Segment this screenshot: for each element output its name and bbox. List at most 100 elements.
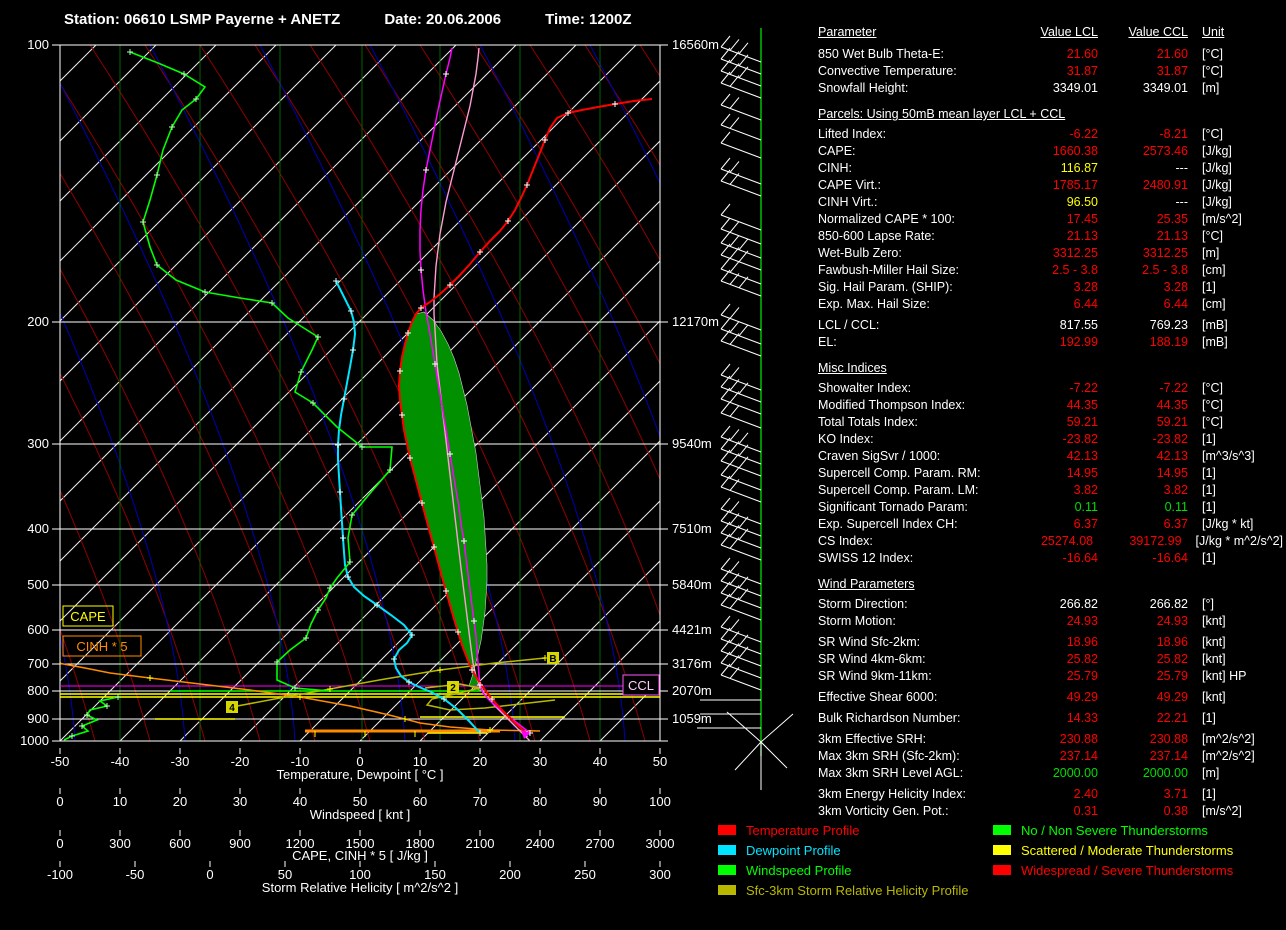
isotherm-line — [60, 45, 517, 502]
barb-tick — [738, 646, 749, 659]
axis-tick-label: 50 — [278, 867, 292, 882]
moist-adiabat-line — [369, 45, 626, 741]
unit-label: [m^2/s^2] — [1202, 749, 1255, 763]
table-row: KO Index: -23.82 -23.82 [1] — [818, 431, 1283, 448]
height-label: 16560m — [672, 37, 719, 52]
table-row: SR Wind 4km-6km: 25.82 25.82 [knt] — [818, 651, 1283, 668]
pressure-label: 400 — [27, 521, 49, 536]
param-label: Craven SigSvr / 1000: — [818, 449, 941, 463]
barb-tick — [720, 269, 731, 282]
wind-barb — [720, 663, 762, 691]
barb-shaft — [720, 460, 762, 477]
value-ccl: -8.21 — [1159, 127, 1189, 141]
table-row: Normalized CAPE * 100: 17.45 25.35 [m/s^2] — [818, 211, 1283, 228]
col-value-lcl: Value LCL — [1040, 25, 1098, 39]
barb-tick — [729, 429, 740, 441]
barb-shaft — [720, 104, 762, 121]
isotherm-line — [119, 200, 660, 741]
barb-shaft — [720, 474, 762, 491]
axis-tick-label: 90 — [593, 794, 607, 809]
table-section-heading: Parcels: Using 50mB mean layer LCL + CCL — [818, 107, 1066, 121]
value-ccl: 18.96 — [1156, 635, 1188, 649]
barb-tick — [738, 444, 749, 457]
value-ccl: 188.19 — [1149, 335, 1188, 349]
barb-tick — [729, 513, 740, 525]
value-ccl: -23.82 — [1152, 432, 1188, 446]
table-row: CAPE: 1660.38 2573.46 [J/kg] — [818, 143, 1283, 160]
unit-label: [°C] — [1202, 64, 1223, 78]
unit-label: [J/kg] — [1202, 161, 1232, 175]
dry-adiabat-line — [60, 172, 316, 741]
barb-tick — [729, 573, 740, 585]
axis-tick-label: 900 — [229, 836, 251, 851]
wind-barb — [720, 363, 762, 391]
wind-barb — [720, 627, 762, 655]
profile-legend-item: Temperature Profile — [718, 820, 969, 840]
moist-adiabat-line — [60, 311, 186, 741]
barb-tick — [729, 597, 740, 609]
pressure-label: 100 — [27, 37, 49, 52]
value-ccl: 266.82 — [1149, 597, 1188, 611]
dry-adiabat-line — [60, 627, 96, 741]
pressure-label: 1000 — [20, 733, 49, 748]
table-row: Snowfall Height: 3349.01 3349.01 [m] — [818, 80, 1283, 97]
value-lcl: 25274.08 — [1040, 534, 1094, 548]
height-label: 3176m — [672, 656, 712, 671]
value-lcl: 3349.01 — [1052, 81, 1098, 95]
chart-title: Station: 06610 LSMP Payerne + ANETZ Date:… — [64, 11, 676, 28]
windspeed_surface-profile — [63, 696, 119, 741]
barb-tick — [738, 250, 749, 263]
moist-adiabat-line — [60, 82, 296, 741]
barb-tick — [729, 585, 740, 597]
value-ccl: 3349.01 — [1142, 81, 1188, 95]
barb-tick — [738, 324, 749, 337]
axis-tick-label: 100 — [349, 867, 371, 882]
barb-tick — [729, 161, 740, 173]
barb-tick — [729, 561, 740, 573]
legend-swatch-icon — [718, 885, 736, 895]
barb-tick — [738, 432, 749, 445]
barb-tick — [720, 639, 731, 652]
value-lcl: 3.28 — [1073, 280, 1098, 294]
legend-swatch-icon — [993, 825, 1011, 835]
value-lcl: 2.5 - 3.8 — [1052, 263, 1098, 277]
value-lcl: 24.93 — [1066, 614, 1098, 628]
table-row: CINH Virt.: 96.50 --- [J/kg] — [818, 194, 1283, 211]
unit-label: [J/kg] — [1202, 178, 1232, 192]
barb-tick — [729, 273, 740, 285]
barb-shaft — [720, 520, 762, 537]
value-ccl: 39172.99 — [1129, 534, 1182, 548]
table-row: Significant Tornado Param: 0.11 0.11 [1] — [818, 499, 1283, 516]
severity-legend-item: Scattered / Moderate Thunderstorms — [993, 840, 1233, 860]
barb-shaft — [720, 168, 762, 185]
barb-tick — [720, 449, 731, 462]
unit-label: [knt] HP — [1202, 669, 1247, 683]
param-label: Showalter Index: — [818, 381, 912, 395]
axis-cape: 0 300 600 900 1200 1500 1800 2100 2400 2700 3000 CA… — [56, 830, 674, 863]
barb-shaft — [720, 142, 762, 159]
value-ccl: 3.28 — [1163, 280, 1188, 294]
wind-barb — [720, 569, 762, 597]
param-label: Effective Shear 6000: — [818, 690, 938, 704]
dry-adiabat-line — [89, 45, 426, 741]
wind-barb — [720, 71, 762, 99]
unit-label: [°C] — [1202, 381, 1223, 395]
dry-adiabat-line — [60, 268, 261, 741]
temperature-profile — [397, 98, 653, 735]
param-label: SR Wind 9km-11km: — [818, 669, 932, 683]
isotherm-line — [60, 45, 337, 322]
barb-tick — [729, 307, 740, 319]
barb-tick — [729, 51, 740, 63]
value-lcl: -16.64 — [1062, 551, 1098, 565]
barb-tick — [720, 157, 731, 170]
barb-tick — [729, 261, 740, 273]
barb-tick — [720, 47, 731, 60]
barb-shaft — [720, 448, 762, 465]
axis-tick-label: 20 — [473, 754, 487, 769]
table-row: LCL / CCL: 817.55 769.23 [mB] — [818, 317, 1283, 334]
pressure-label: 800 — [27, 683, 49, 698]
legend-label: Sfc-3km Storm Relative Helicity Profile — [746, 882, 969, 898]
param-label: LCL / CCL: — [818, 318, 880, 332]
wind-barb — [720, 243, 762, 271]
wind-barb — [720, 651, 762, 679]
